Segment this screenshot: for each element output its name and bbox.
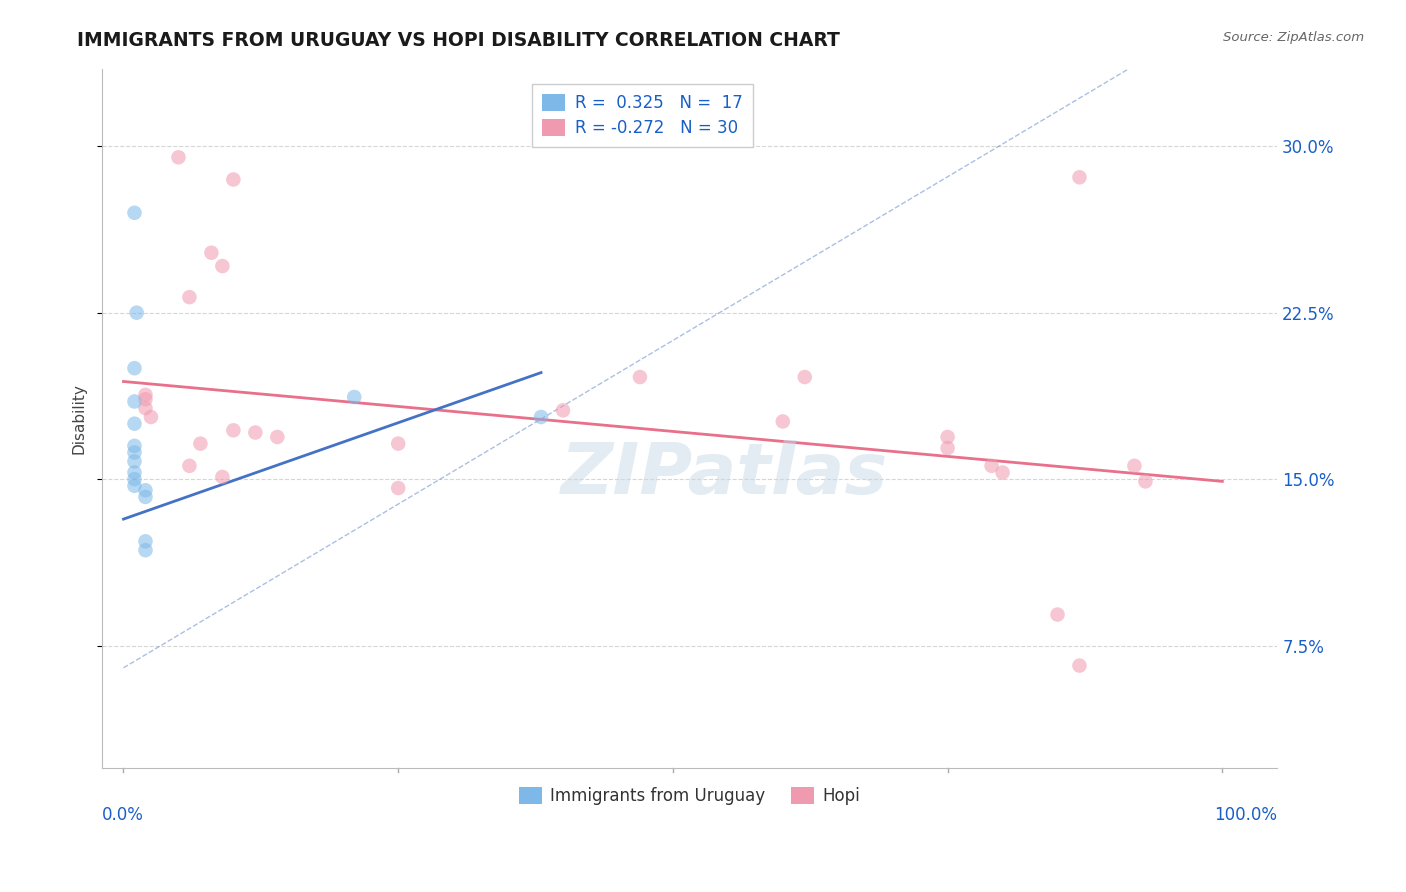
Point: [793, 370, 815, 384]
Point: [936, 441, 959, 455]
Point: [124, 439, 146, 453]
Point: [200, 245, 222, 260]
Point: [387, 436, 409, 450]
Point: [1069, 658, 1091, 673]
Point: [211, 470, 233, 484]
Point: [124, 394, 146, 409]
Legend: Immigrants from Uruguay, Hopi: Immigrants from Uruguay, Hopi: [512, 780, 866, 812]
Point: [211, 259, 233, 273]
Point: [190, 436, 212, 450]
Point: [124, 361, 146, 376]
Point: [124, 445, 146, 459]
Point: [134, 392, 156, 407]
Point: [134, 401, 156, 416]
Point: [343, 390, 366, 404]
Point: [1069, 170, 1091, 185]
Text: 100.0%: 100.0%: [1215, 806, 1277, 824]
Text: 0.0%: 0.0%: [101, 806, 143, 824]
Point: [139, 409, 162, 424]
Point: [222, 172, 245, 186]
Y-axis label: Disability: Disability: [72, 383, 86, 453]
Point: [530, 409, 553, 424]
Text: Source: ZipAtlas.com: Source: ZipAtlas.com: [1223, 31, 1364, 45]
Point: [1046, 607, 1069, 622]
Point: [1135, 475, 1157, 489]
Point: [124, 466, 146, 480]
Point: [134, 388, 156, 402]
Point: [179, 458, 201, 473]
Text: IMMIGRANTS FROM URUGUAY VS HOPI DISABILITY CORRELATION CHART: IMMIGRANTS FROM URUGUAY VS HOPI DISABILI…: [77, 31, 841, 50]
Point: [980, 458, 1002, 473]
Point: [125, 306, 148, 320]
Point: [245, 425, 267, 440]
Point: [772, 414, 794, 428]
Point: [134, 543, 156, 558]
Point: [124, 206, 146, 220]
Point: [628, 370, 651, 384]
Point: [124, 479, 146, 493]
Point: [134, 490, 156, 504]
Point: [124, 454, 146, 468]
Point: [167, 150, 190, 164]
Point: [387, 481, 409, 495]
Point: [124, 417, 146, 431]
Point: [551, 403, 574, 417]
Point: [1123, 458, 1146, 473]
Point: [991, 466, 1014, 480]
Point: [266, 430, 288, 444]
Point: [134, 534, 156, 549]
Point: [222, 423, 245, 437]
Point: [134, 483, 156, 498]
Text: ZIPatlas: ZIPatlas: [561, 440, 889, 508]
Point: [936, 430, 959, 444]
Point: [124, 472, 146, 486]
Point: [179, 290, 201, 304]
